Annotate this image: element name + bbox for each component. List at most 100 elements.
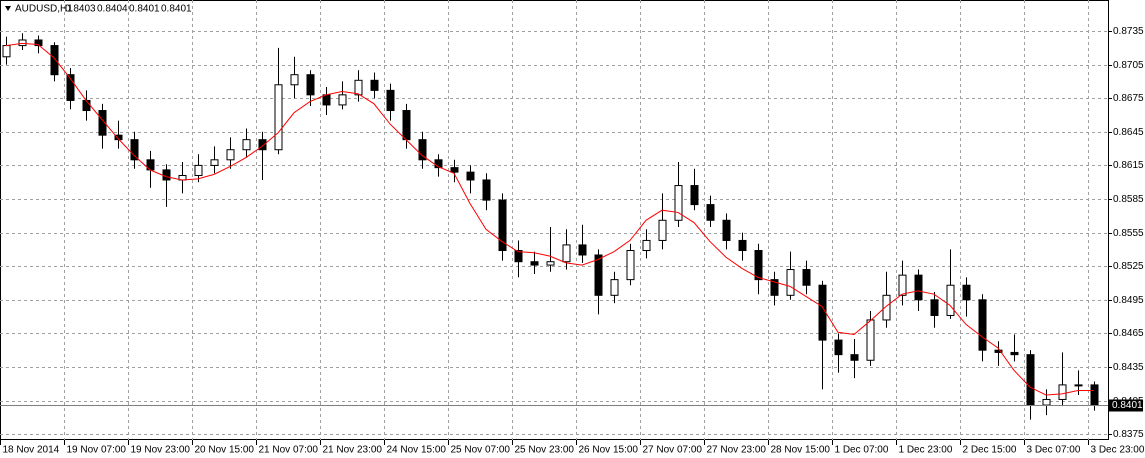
candle-body	[418, 139, 427, 161]
candle-body	[162, 169, 171, 181]
x-tick-label: 27 Nov 07:00	[643, 445, 703, 456]
x-tick-label: 28 Nov 15:00	[771, 445, 831, 456]
y-tick-label: 0.8615	[1113, 160, 1144, 171]
last-price-box	[1109, 399, 1143, 412]
plot-frame	[0, 0, 1109, 440]
candle-body	[258, 139, 267, 151]
y-tick-label: 0.8555	[1113, 228, 1144, 239]
x-tick-label: 1 Dec 07:00	[835, 445, 889, 456]
candle-body	[338, 94, 347, 106]
last-price-label: 0.8401	[1112, 400, 1143, 411]
header-value: 0.8401	[161, 4, 192, 15]
candle-body	[882, 294, 891, 321]
y-tick-label: 0.8525	[1113, 261, 1144, 272]
x-tick-label: 19 Nov 07:00	[67, 445, 127, 456]
header-value: 0.8401	[129, 4, 160, 15]
x-tick-label: 24 Nov 15:00	[387, 445, 447, 456]
header-value: 0.8403	[65, 4, 96, 15]
candle-body	[130, 139, 139, 161]
candle-body	[1058, 384, 1067, 400]
candle-body	[802, 269, 811, 286]
x-tick-label: 18 Nov 2014	[3, 445, 60, 456]
candle-body	[482, 179, 491, 201]
candle-body	[706, 204, 715, 221]
candle-body	[386, 89, 395, 112]
x-tick-label: 1 Dec 23:00	[899, 445, 953, 456]
candle-body	[514, 250, 523, 263]
y-tick-label: 0.8465	[1113, 328, 1144, 339]
candle-body	[354, 79, 363, 96]
candle-body	[66, 74, 75, 101]
candle-body	[450, 167, 459, 173]
candle-body	[226, 149, 235, 161]
candle-body	[946, 284, 955, 316]
candle-body	[530, 261, 539, 266]
candle-body	[402, 110, 411, 141]
candle-body	[818, 284, 827, 341]
candle-body	[978, 299, 987, 351]
y-tick-label: 0.8675	[1113, 93, 1144, 104]
candle-body	[1074, 384, 1083, 387]
x-tick-label: 2 Dec 15:00	[963, 445, 1017, 456]
dropdown-arrow[interactable]	[5, 6, 11, 11]
candle-body	[306, 74, 315, 96]
candle-body	[1090, 384, 1099, 406]
x-tick-label: 26 Nov 15:00	[579, 445, 639, 456]
candle-body	[770, 279, 779, 296]
candle-body	[930, 299, 939, 316]
x-tick-label: 3 Dec 23:00	[1091, 445, 1145, 456]
candle-body	[1026, 354, 1035, 406]
candle-body	[738, 239, 747, 252]
candle-body	[626, 250, 635, 281]
candle-body	[290, 74, 299, 86]
candle-body	[1010, 351, 1019, 356]
candle-body	[242, 139, 251, 151]
candle-body	[1042, 398, 1051, 406]
y-tick-label: 0.8375	[1113, 429, 1144, 440]
candle-body	[850, 354, 859, 361]
x-tick-label: 3 Dec 07:00	[1027, 445, 1081, 456]
candle-body	[370, 79, 379, 91]
x-tick-label: 20 Nov 15:00	[195, 445, 255, 456]
candle-body	[562, 244, 571, 263]
candle-body	[690, 185, 699, 206]
candle-body	[994, 349, 1003, 353]
candle-body	[594, 254, 603, 296]
candle-body	[322, 94, 331, 106]
moving-average	[5, 42, 1094, 396]
candle-body	[578, 244, 587, 256]
candle-body	[546, 261, 555, 266]
candle-body	[866, 319, 875, 361]
x-tick-label: 25 Nov 23:00	[515, 445, 575, 456]
candle-body	[2, 45, 11, 58]
candles	[2, 33, 1099, 420]
x-tick-label: 21 Nov 07:00	[259, 445, 319, 456]
candle-body	[914, 274, 923, 301]
candle-body	[754, 250, 763, 281]
grid	[0, 0, 1108, 440]
candle-body	[466, 171, 475, 181]
x-tick-label: 21 Nov 23:00	[323, 445, 383, 456]
candle-body	[834, 339, 843, 356]
candle-body	[722, 219, 731, 241]
candle-body	[210, 159, 219, 166]
candle-body	[82, 99, 91, 112]
candle-body	[34, 39, 43, 47]
y-tick-label: 0.8585	[1113, 194, 1144, 205]
candle-body	[962, 284, 971, 301]
candle-body	[786, 269, 795, 296]
candle-body	[18, 39, 27, 47]
y-tick-label: 0.8735	[1113, 26, 1144, 37]
candle-body	[434, 159, 443, 169]
header-value: 0.8404	[97, 4, 128, 15]
candle-body	[898, 274, 907, 296]
candle-body	[50, 45, 59, 76]
symbol: AUDUSD,H1	[15, 4, 73, 15]
y-tick-label: 0.8495	[1113, 295, 1144, 306]
candle-body	[674, 185, 683, 221]
x-tick-label: 25 Nov 07:00	[451, 445, 511, 456]
candle-body	[642, 239, 651, 252]
candle-body	[610, 279, 619, 296]
